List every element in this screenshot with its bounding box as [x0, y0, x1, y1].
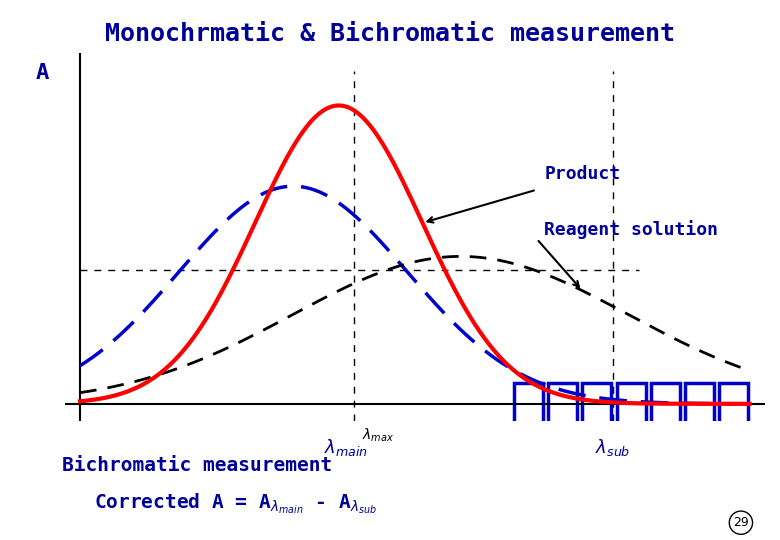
FancyBboxPatch shape: [514, 383, 543, 425]
Text: $\lambda_{max}$: $\lambda_{max}$: [362, 427, 394, 444]
FancyBboxPatch shape: [651, 383, 679, 425]
Text: $\lambda_{main}$: $\lambda_{main}$: [324, 437, 368, 458]
Text: 29: 29: [733, 516, 749, 529]
Text: Reagent solution: Reagent solution: [544, 220, 718, 239]
FancyBboxPatch shape: [548, 383, 577, 425]
FancyBboxPatch shape: [685, 383, 714, 425]
Text: Corrected A = A$_{\lambda_{main}}$ - A$_{\lambda_{sub}}$: Corrected A = A$_{\lambda_{main}}$ - A$_…: [94, 491, 377, 516]
Text: A: A: [35, 63, 48, 83]
Text: $\lambda_{sub}$: $\lambda_{sub}$: [595, 437, 630, 458]
Text: Bichromatic measurement: Bichromatic measurement: [62, 456, 332, 475]
FancyBboxPatch shape: [583, 383, 612, 425]
Text: Product: Product: [544, 165, 620, 183]
Text: Monochrmatic & Bichromatic measurement: Monochrmatic & Bichromatic measurement: [105, 22, 675, 45]
FancyBboxPatch shape: [616, 383, 646, 425]
FancyBboxPatch shape: [719, 383, 748, 425]
